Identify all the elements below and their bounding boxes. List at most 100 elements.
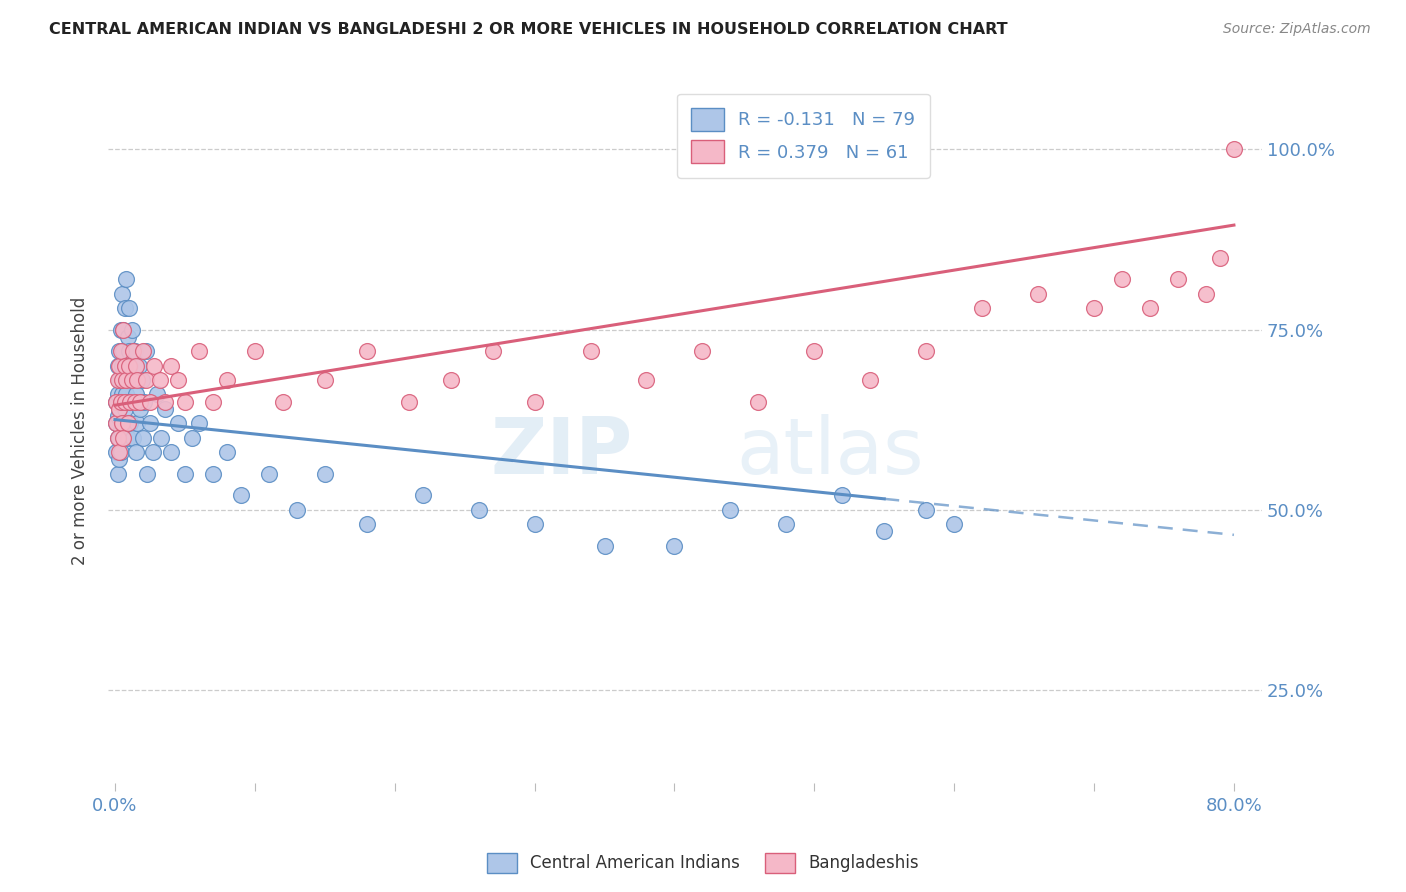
Point xyxy=(135,344,157,359)
Point xyxy=(107,431,129,445)
Point xyxy=(110,394,132,409)
Point xyxy=(107,387,129,401)
Point xyxy=(747,394,769,409)
Point xyxy=(125,359,148,373)
Point xyxy=(110,322,132,336)
Point xyxy=(139,416,162,430)
Point xyxy=(139,394,162,409)
Y-axis label: 2 or more Vehicles in Household: 2 or more Vehicles in Household xyxy=(72,296,89,565)
Point xyxy=(121,373,143,387)
Point xyxy=(1223,143,1246,157)
Point xyxy=(121,322,143,336)
Point xyxy=(229,488,252,502)
Point xyxy=(636,373,658,387)
Point xyxy=(115,373,138,387)
Point xyxy=(107,409,129,423)
Point xyxy=(118,301,141,315)
Point xyxy=(120,359,142,373)
Point xyxy=(107,373,129,387)
Point xyxy=(134,394,156,409)
Point xyxy=(110,424,132,438)
Point xyxy=(915,502,938,516)
Point xyxy=(111,359,134,373)
Point xyxy=(111,286,134,301)
Point xyxy=(314,467,336,481)
Point xyxy=(187,344,209,359)
Point xyxy=(110,394,132,409)
Point xyxy=(873,524,896,539)
Point xyxy=(132,344,155,359)
Point xyxy=(664,539,686,553)
Point xyxy=(803,344,825,359)
Point xyxy=(112,373,135,387)
Point xyxy=(201,394,224,409)
Point xyxy=(122,394,145,409)
Legend: R = -0.131   N = 79, R = 0.379   N = 61: R = -0.131 N = 79, R = 0.379 N = 61 xyxy=(676,94,929,178)
Point xyxy=(105,394,128,409)
Point xyxy=(120,394,142,409)
Point xyxy=(943,516,966,531)
Point xyxy=(129,401,152,416)
Point xyxy=(127,416,149,430)
Point xyxy=(118,344,141,359)
Point xyxy=(108,401,131,416)
Point xyxy=(142,445,165,459)
Point xyxy=(146,387,169,401)
Point xyxy=(314,373,336,387)
Point xyxy=(110,445,132,459)
Point xyxy=(718,502,741,516)
Point xyxy=(107,431,129,445)
Point xyxy=(155,394,177,409)
Point xyxy=(972,301,994,315)
Point xyxy=(108,359,131,373)
Point xyxy=(108,373,131,387)
Point xyxy=(115,387,138,401)
Point xyxy=(398,394,420,409)
Point xyxy=(523,394,546,409)
Text: ZIP: ZIP xyxy=(491,414,633,490)
Point xyxy=(201,467,224,481)
Point xyxy=(859,373,882,387)
Point xyxy=(117,330,139,344)
Point xyxy=(129,394,152,409)
Point xyxy=(124,344,146,359)
Point xyxy=(167,373,190,387)
Point xyxy=(440,373,463,387)
Point xyxy=(1209,251,1232,265)
Point xyxy=(155,401,177,416)
Point xyxy=(114,401,136,416)
Point xyxy=(143,359,166,373)
Point xyxy=(1195,286,1218,301)
Point xyxy=(111,416,134,430)
Point xyxy=(122,344,145,359)
Point xyxy=(160,359,183,373)
Point xyxy=(285,502,308,516)
Point xyxy=(1167,272,1189,286)
Text: CENTRAL AMERICAN INDIAN VS BANGLADESHI 2 OR MORE VEHICLES IN HOUSEHOLD CORRELATI: CENTRAL AMERICAN INDIAN VS BANGLADESHI 2… xyxy=(49,22,1008,37)
Text: Source: ZipAtlas.com: Source: ZipAtlas.com xyxy=(1223,22,1371,37)
Point xyxy=(167,416,190,430)
Legend: Central American Indians, Bangladeshis: Central American Indians, Bangladeshis xyxy=(481,847,925,880)
Point xyxy=(108,401,131,416)
Point xyxy=(114,359,136,373)
Point xyxy=(118,394,141,409)
Point xyxy=(831,488,853,502)
Point xyxy=(117,416,139,430)
Point xyxy=(356,344,378,359)
Point xyxy=(108,452,131,467)
Point xyxy=(105,394,128,409)
Point xyxy=(160,445,183,459)
Point xyxy=(112,322,135,336)
Point xyxy=(120,416,142,430)
Point xyxy=(174,467,197,481)
Point xyxy=(257,467,280,481)
Point xyxy=(271,394,294,409)
Point xyxy=(135,373,157,387)
Point xyxy=(112,431,135,445)
Point xyxy=(105,445,128,459)
Point xyxy=(412,488,434,502)
Point xyxy=(112,344,135,359)
Point xyxy=(110,344,132,359)
Point xyxy=(108,344,131,359)
Point xyxy=(174,394,197,409)
